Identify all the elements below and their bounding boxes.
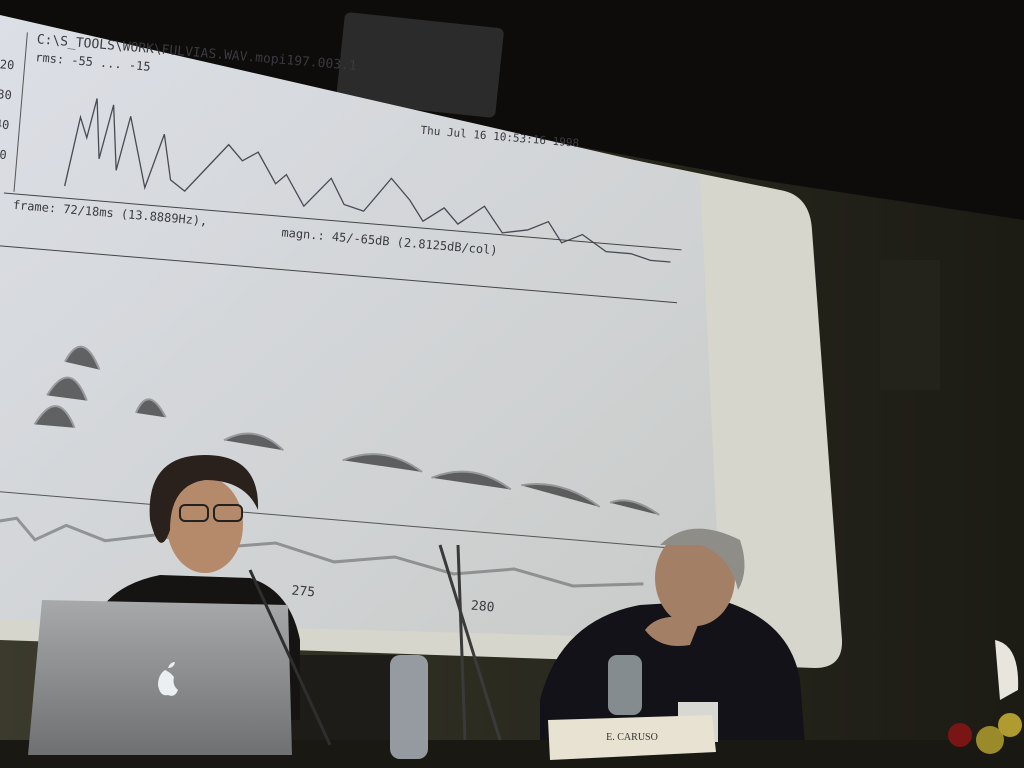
microphone (248, 569, 332, 746)
name-plate (548, 715, 716, 760)
scale-label: -30 (0, 87, 12, 103)
glasses (213, 504, 243, 522)
scale-axis (13, 32, 28, 192)
microphone (438, 544, 502, 741)
projector (336, 12, 504, 118)
waveform (64, 98, 671, 263)
divider (0, 244, 678, 304)
speaker-man-face (655, 530, 735, 626)
microphone (456, 544, 467, 741)
scale-label: -40 (0, 116, 10, 132)
bottle (390, 655, 428, 759)
name-plate-text: E. CARUSO (606, 732, 658, 743)
scale-label: -20 (0, 57, 15, 73)
divider (3, 192, 682, 251)
bottle (608, 655, 642, 715)
time-label: 275 (291, 583, 316, 600)
speaker (880, 260, 940, 390)
speaker-man-body (540, 600, 805, 745)
time-label: 280 (470, 599, 495, 616)
speaker-man-hair (660, 528, 745, 590)
speaker-woman-hair (149, 455, 259, 543)
divider (0, 487, 677, 550)
flowers (948, 640, 1022, 754)
spectrogram (33, 345, 660, 516)
waveform-lower (0, 516, 644, 588)
scale-label: -50 (0, 146, 7, 162)
glasses (179, 504, 209, 522)
hand (645, 616, 700, 646)
laptop-logo (158, 662, 178, 696)
speaker-woman-face (167, 477, 243, 573)
